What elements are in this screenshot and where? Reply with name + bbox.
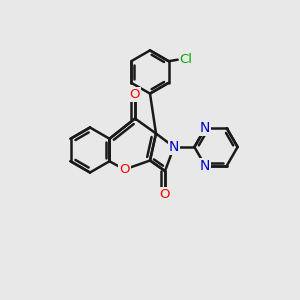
Text: N: N	[200, 159, 210, 173]
Text: N: N	[169, 140, 179, 154]
Text: O: O	[130, 88, 140, 101]
Text: O: O	[160, 188, 170, 202]
Text: Cl: Cl	[179, 53, 192, 66]
Text: O: O	[119, 163, 130, 176]
Text: N: N	[200, 121, 210, 135]
